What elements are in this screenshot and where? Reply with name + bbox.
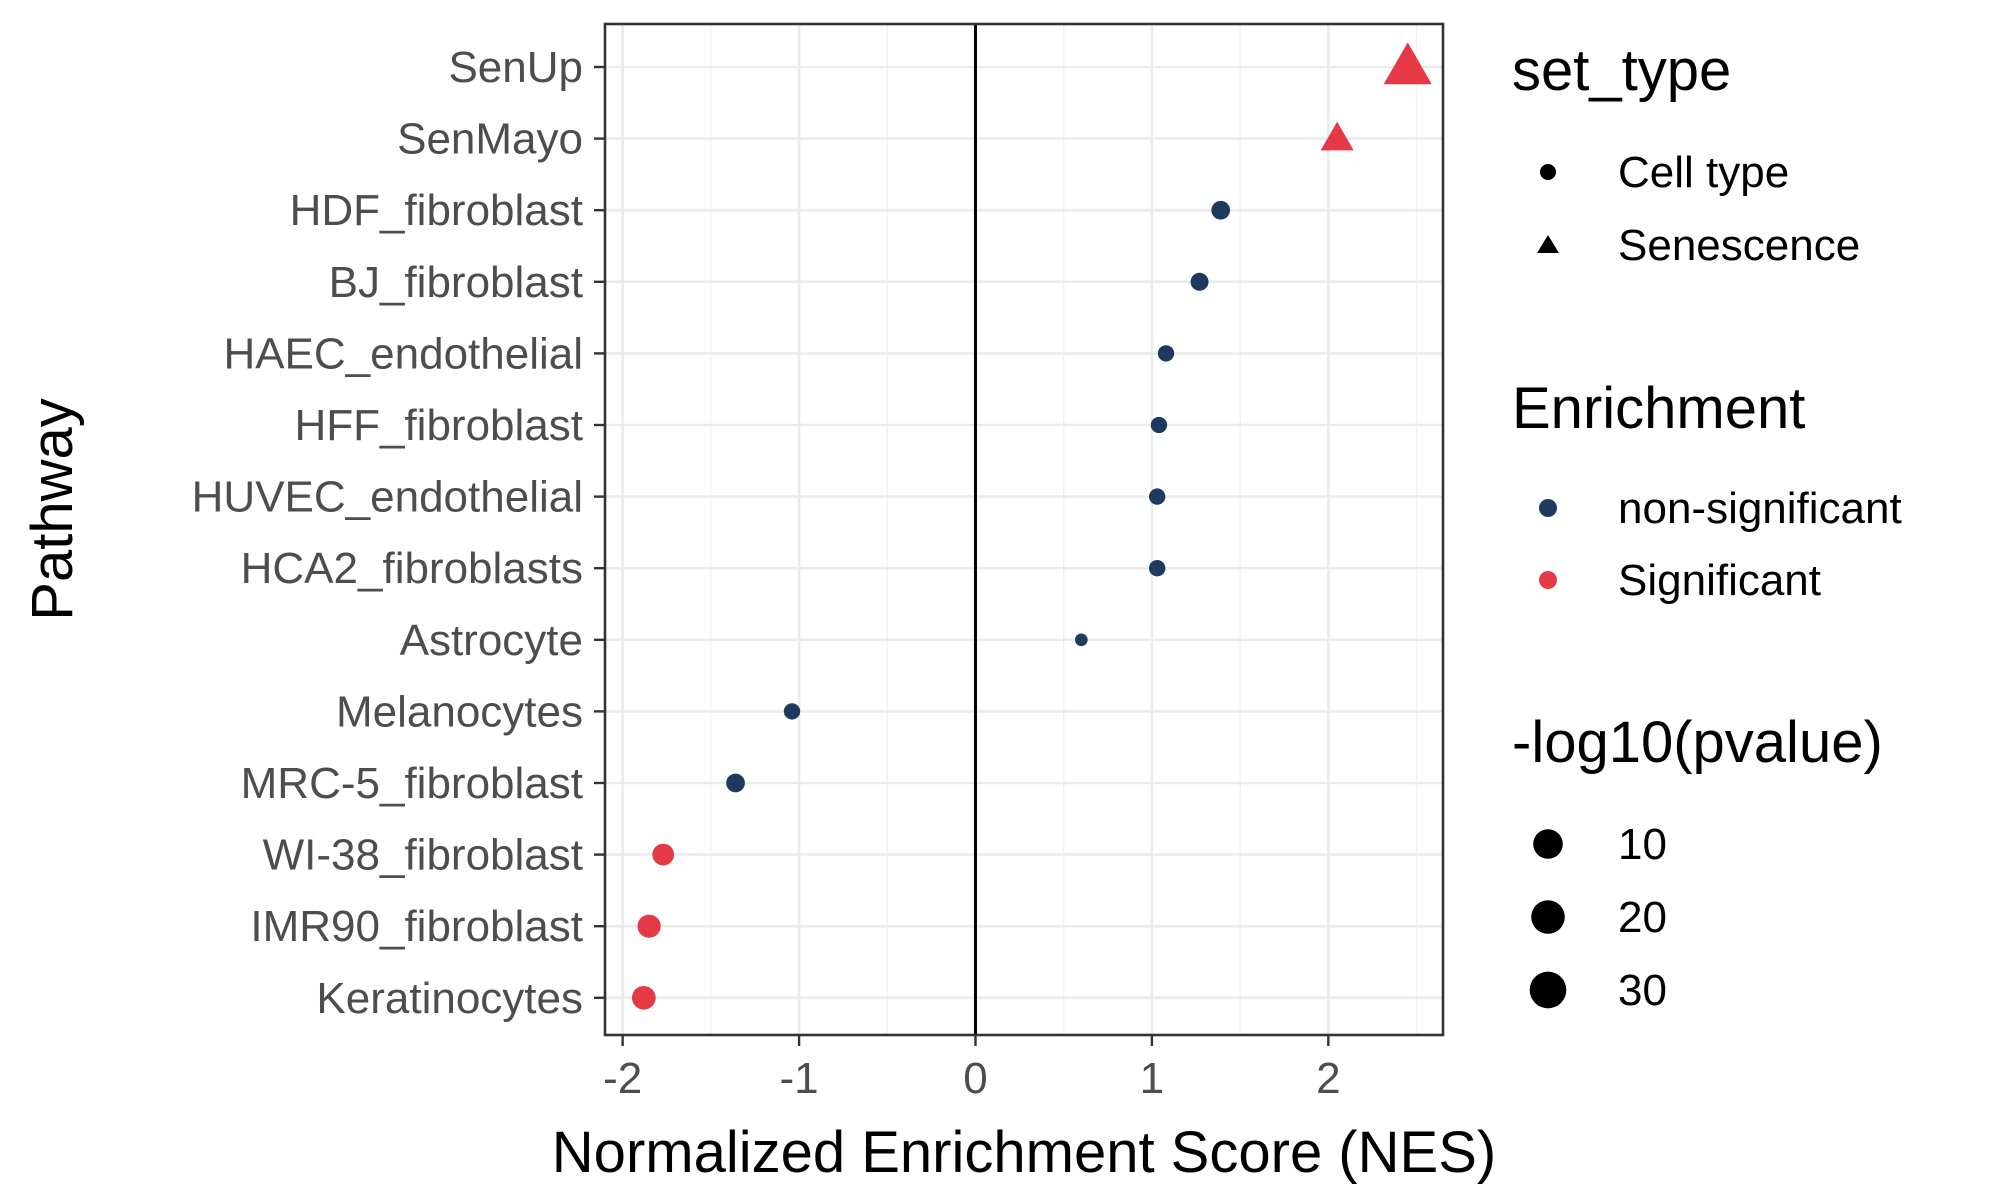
y-tick-label-huvec-endothelial: HUVEC_endothelial xyxy=(192,473,583,522)
y-axis: SenUp SenMayo HDF_fibroblast BJ_fibroblast H… xyxy=(192,43,605,1023)
y-tick-label-astrocyte: Astrocyte xyxy=(400,616,583,665)
legend-label-cell-type: Cell type xyxy=(1618,148,1789,197)
y-tick-label-haec-endothelial: HAEC_endothelial xyxy=(223,329,583,378)
legend-key-size-20 xyxy=(1531,900,1565,934)
point-hdf-fibroblast xyxy=(1211,200,1231,220)
legend: set_type Cell type Senescence Enrichment non… xyxy=(1512,38,1902,1015)
legend-key-non-significant xyxy=(1539,499,1557,517)
x-tick-label: -2 xyxy=(603,1054,642,1103)
legend-key-significant xyxy=(1539,571,1557,589)
point-imr90-fibroblast xyxy=(637,914,661,938)
point-hff-fibroblast xyxy=(1150,416,1168,434)
point-senup xyxy=(1383,42,1432,85)
legend-key-triangle xyxy=(1537,235,1559,253)
x-axis: -2 -1 0 1 2 xyxy=(603,1035,1341,1103)
legend-label-30: 30 xyxy=(1618,966,1667,1015)
legend-key-size-30 xyxy=(1529,971,1567,1009)
legend-label-10: 10 xyxy=(1618,820,1667,869)
y-tick-label-wi-38-fibroblast: WI-38_fibroblast xyxy=(263,831,583,880)
legend-key-circle xyxy=(1540,164,1556,180)
y-axis-title: Pathway xyxy=(20,398,85,620)
y-tick-label-hdf-fibroblast: HDF_fibroblast xyxy=(290,186,583,235)
legend-label-20: 20 xyxy=(1618,893,1667,942)
y-tick-label-hff-fibroblast: HFF_fibroblast xyxy=(294,401,583,450)
legend-title-log10-pvalue: -log10(pvalue) xyxy=(1512,710,1883,775)
y-tick-label-senup: SenUp xyxy=(448,43,583,92)
legend-label-non-significant: non-significant xyxy=(1618,484,1902,533)
data-points xyxy=(631,42,1432,1010)
y-tick-label-bj-fibroblast: BJ_fibroblast xyxy=(329,258,583,307)
legend-label-significant: Significant xyxy=(1618,556,1821,605)
x-axis-title: Normalized Enrichment Score (NES) xyxy=(552,1120,1496,1185)
legend-label-senescence: Senescence xyxy=(1618,221,1860,270)
x-tick-label: 0 xyxy=(963,1054,987,1103)
y-tick-label-senmayo: SenMayo xyxy=(397,115,583,164)
point-astrocyte xyxy=(1074,633,1088,647)
grid xyxy=(605,24,1443,1035)
y-tick-label-keratinocytes: Keratinocytes xyxy=(316,974,583,1023)
point-bj-fibroblast xyxy=(1190,272,1209,291)
panel-border xyxy=(603,22,1445,1037)
y-tick-label-mrc-5-fibroblast: MRC-5_fibroblast xyxy=(241,759,583,808)
point-huvec-endothelial xyxy=(1149,488,1166,505)
point-melanocytes xyxy=(783,703,801,720)
point-mrc-5-fibroblast xyxy=(726,773,745,793)
point-haec-endothelial xyxy=(1157,345,1175,362)
point-wi-38-fibroblast xyxy=(652,843,675,866)
x-tick-label: 1 xyxy=(1140,1054,1164,1103)
y-tick-label-hca2-fibroblasts: HCA2_fibroblasts xyxy=(241,544,583,593)
legend-title-set-type: set_type xyxy=(1512,38,1731,103)
point-keratinocytes xyxy=(631,985,656,1010)
legend-title-enrichment: Enrichment xyxy=(1512,376,1805,441)
y-tick-label-imr90-fibroblast: IMR90_fibroblast xyxy=(250,902,583,951)
y-tick-label-melanocytes: Melanocytes xyxy=(336,687,583,736)
point-hca2-fibroblasts xyxy=(1149,560,1166,577)
legend-key-size-10 xyxy=(1533,829,1563,859)
x-tick-label: 2 xyxy=(1316,1054,1340,1103)
point-senmayo xyxy=(1320,121,1354,151)
x-tick-label: -1 xyxy=(780,1054,819,1103)
